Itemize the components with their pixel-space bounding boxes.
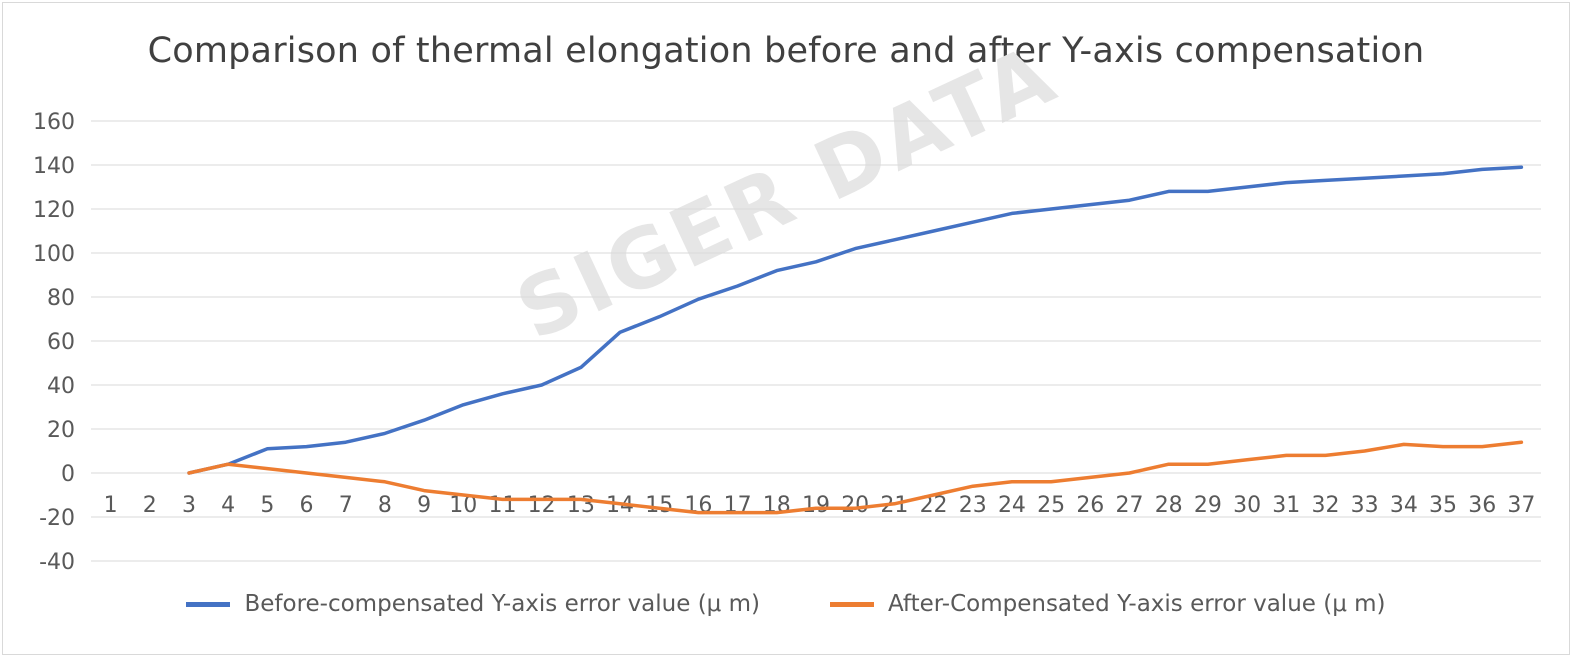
- y-tick-label: 40: [47, 374, 75, 399]
- x-tick-label: 33: [1351, 493, 1379, 518]
- x-tick-label: 28: [1155, 493, 1183, 518]
- x-tick-label: 25: [1037, 493, 1065, 518]
- y-tick-label: 160: [33, 110, 75, 135]
- x-tick-label: 26: [1076, 493, 1104, 518]
- legend-item-after: After-Compensated Y-axis error value (μ …: [830, 591, 1386, 617]
- y-tick-label: 140: [33, 154, 75, 179]
- x-tick-label: 7: [339, 493, 353, 518]
- x-tick-label: 9: [417, 493, 431, 518]
- chart-title: Comparison of thermal elongation before …: [147, 31, 1425, 71]
- x-tick-label: 37: [1507, 493, 1535, 518]
- x-tick-label: 29: [1194, 493, 1222, 518]
- x-tick-label: 23: [959, 493, 987, 518]
- x-tick-label: 4: [221, 493, 235, 518]
- x-tick-label: 36: [1468, 493, 1496, 518]
- series-line-after: [187, 440, 1524, 515]
- x-tick-label: 19: [802, 493, 830, 518]
- legend-label-before: Before-compensated Y-axis error value (μ…: [244, 591, 761, 617]
- x-tick-label: 13: [567, 493, 595, 518]
- y-tick-label: -40: [39, 550, 75, 575]
- x-tick-label: 3: [182, 493, 196, 518]
- legend-swatch-before: [186, 601, 231, 607]
- y-tick-label: -20: [39, 506, 75, 531]
- x-tick-label: 24: [998, 493, 1026, 518]
- x-tick-label: 5: [260, 493, 274, 518]
- x-tick-label: 1: [104, 493, 118, 518]
- legend-item-before: Before-compensated Y-axis error value (μ…: [186, 591, 760, 617]
- x-tick-label: 27: [1116, 493, 1144, 518]
- y-tick-label: 20: [47, 418, 75, 443]
- legend-label-after: After-Compensated Y-axis error value (μ …: [888, 591, 1386, 617]
- y-tick-label: 80: [47, 286, 75, 311]
- y-tick-label: 100: [33, 242, 75, 267]
- x-tick-label: 8: [378, 493, 392, 518]
- x-tick-label: 6: [300, 493, 314, 518]
- legend-swatch-after: [830, 601, 875, 607]
- x-tick-label: 34: [1390, 493, 1418, 518]
- x-tick-label: 31: [1272, 493, 1300, 518]
- chart-legend: Before-compensated Y-axis error value (μ…: [3, 591, 1569, 617]
- series-line-before: [187, 165, 1524, 475]
- x-tick-label: 32: [1311, 493, 1339, 518]
- y-tick-label: 60: [47, 330, 75, 355]
- y-tick-label: 120: [33, 198, 75, 223]
- x-tick-label: 12: [528, 493, 556, 518]
- x-tick-label: 35: [1429, 493, 1457, 518]
- x-tick-label: 2: [143, 493, 157, 518]
- x-tick-label: 30: [1233, 493, 1261, 518]
- y-tick-label: 0: [61, 462, 75, 487]
